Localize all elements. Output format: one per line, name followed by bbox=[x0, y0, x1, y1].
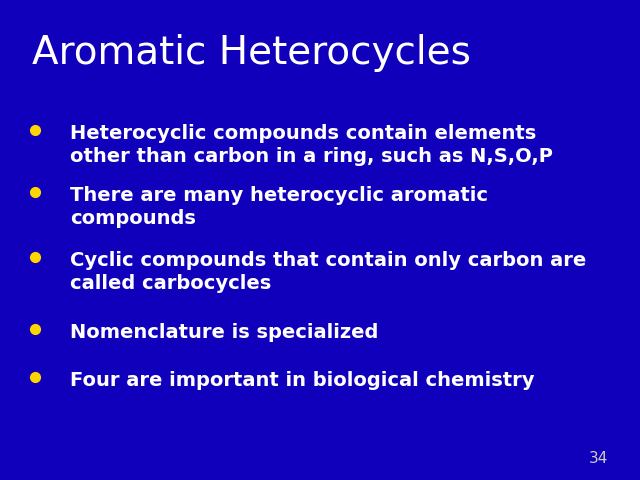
Text: Four are important in biological chemistry: Four are important in biological chemist… bbox=[70, 371, 535, 390]
Text: Cyclic compounds that contain only carbon are
called carbocycles: Cyclic compounds that contain only carbo… bbox=[70, 251, 587, 293]
Text: Nomenclature is specialized: Nomenclature is specialized bbox=[70, 323, 379, 342]
Text: Heterocyclic compounds contain elements
other than carbon in a ring, such as N,S: Heterocyclic compounds contain elements … bbox=[70, 124, 553, 166]
Text: Aromatic Heterocycles: Aromatic Heterocycles bbox=[32, 34, 471, 72]
Text: 34: 34 bbox=[589, 451, 608, 466]
Text: There are many heterocyclic aromatic
compounds: There are many heterocyclic aromatic com… bbox=[70, 186, 488, 228]
